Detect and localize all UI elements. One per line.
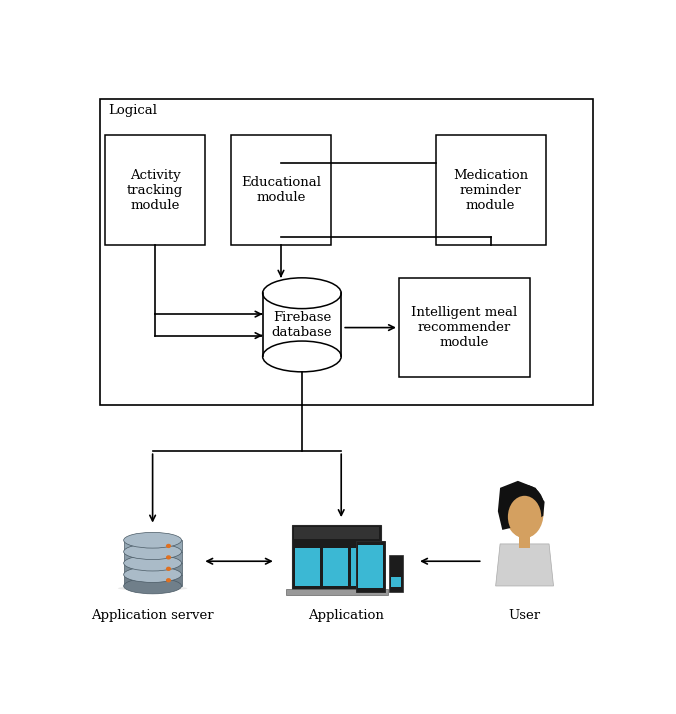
Bar bbox=[100, 99, 593, 405]
Ellipse shape bbox=[501, 484, 544, 524]
Bar bbox=[292, 525, 381, 590]
Ellipse shape bbox=[508, 496, 541, 538]
Ellipse shape bbox=[124, 567, 182, 583]
Bar bbox=[358, 545, 383, 588]
Polygon shape bbox=[124, 540, 182, 552]
Text: Medication
reminder
module: Medication reminder module bbox=[453, 169, 528, 211]
Bar bbox=[323, 548, 348, 585]
Text: Educational
module: Educational module bbox=[241, 176, 321, 204]
Ellipse shape bbox=[166, 567, 171, 571]
Polygon shape bbox=[496, 544, 554, 586]
Text: Logical: Logical bbox=[108, 104, 157, 117]
Bar bbox=[435, 135, 546, 245]
Text: Activity
tracking
module: Activity tracking module bbox=[127, 169, 183, 211]
Ellipse shape bbox=[118, 586, 187, 590]
Ellipse shape bbox=[124, 555, 182, 571]
Ellipse shape bbox=[262, 341, 341, 372]
Ellipse shape bbox=[262, 278, 341, 308]
Polygon shape bbox=[124, 575, 182, 586]
Bar bbox=[286, 589, 387, 595]
Bar bbox=[105, 135, 205, 245]
Bar bbox=[391, 578, 402, 587]
Polygon shape bbox=[124, 563, 182, 575]
Text: Firebase
database: Firebase database bbox=[272, 311, 332, 339]
Bar bbox=[295, 548, 320, 585]
Bar bbox=[399, 278, 530, 377]
Text: User: User bbox=[508, 609, 541, 622]
Ellipse shape bbox=[166, 578, 171, 583]
Bar bbox=[351, 548, 376, 585]
Bar bbox=[518, 530, 531, 548]
Bar bbox=[389, 555, 403, 593]
Ellipse shape bbox=[166, 544, 171, 548]
Text: Intelligent meal
recommender
module: Intelligent meal recommender module bbox=[411, 306, 517, 349]
Text: Application: Application bbox=[308, 609, 385, 622]
Bar bbox=[356, 541, 385, 593]
Ellipse shape bbox=[124, 544, 182, 560]
Polygon shape bbox=[124, 552, 182, 563]
Text: Application server: Application server bbox=[91, 609, 214, 622]
Polygon shape bbox=[262, 293, 341, 356]
Ellipse shape bbox=[124, 533, 182, 548]
Polygon shape bbox=[498, 481, 545, 530]
Bar bbox=[294, 527, 379, 538]
Ellipse shape bbox=[166, 555, 171, 560]
Bar bbox=[231, 135, 331, 245]
Ellipse shape bbox=[506, 489, 544, 538]
Ellipse shape bbox=[124, 578, 182, 594]
Bar bbox=[391, 559, 402, 588]
